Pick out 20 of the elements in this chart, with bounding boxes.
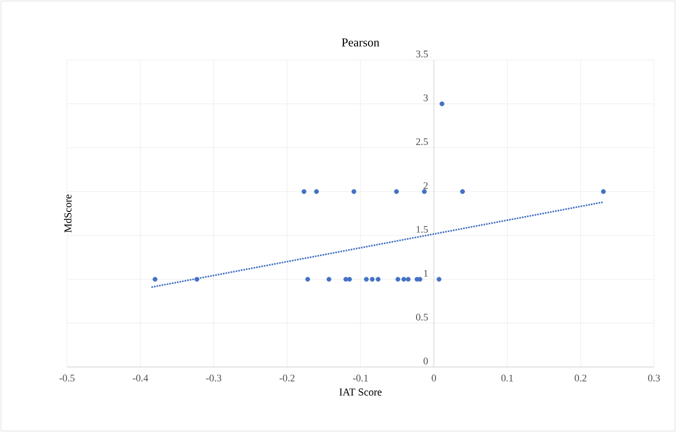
x-axis-title: IAT Score: [339, 388, 382, 396]
x-tick-label: 0.1: [501, 374, 513, 382]
y-tick-label: 2: [424, 182, 428, 189]
x-tick-label: -0.4: [132, 374, 148, 382]
y-tick-label: 3.5: [416, 50, 428, 58]
y-tick-label: 3: [424, 94, 428, 102]
x-tick-label: -0.1: [352, 374, 368, 382]
y-tick-label: 0: [424, 358, 428, 364]
x-tick-label: -0.3: [206, 374, 222, 382]
y-axis-title: MdScore: [64, 194, 72, 232]
y-tick-label: 1.5: [416, 226, 428, 233]
x-tick-label: -0.5: [59, 374, 75, 382]
y-tick-label: 1: [424, 270, 428, 277]
chart-title: Pearson: [342, 38, 380, 46]
x-tick-label: 0.3: [648, 374, 660, 382]
x-tick-label: 0: [432, 374, 436, 382]
x-tick-label: -0.2: [280, 374, 294, 382]
x-tick-label: 0.2: [574, 374, 586, 382]
y-tick-label: 2.5: [416, 138, 428, 146]
y-tick-label: 0.5: [416, 314, 428, 321]
